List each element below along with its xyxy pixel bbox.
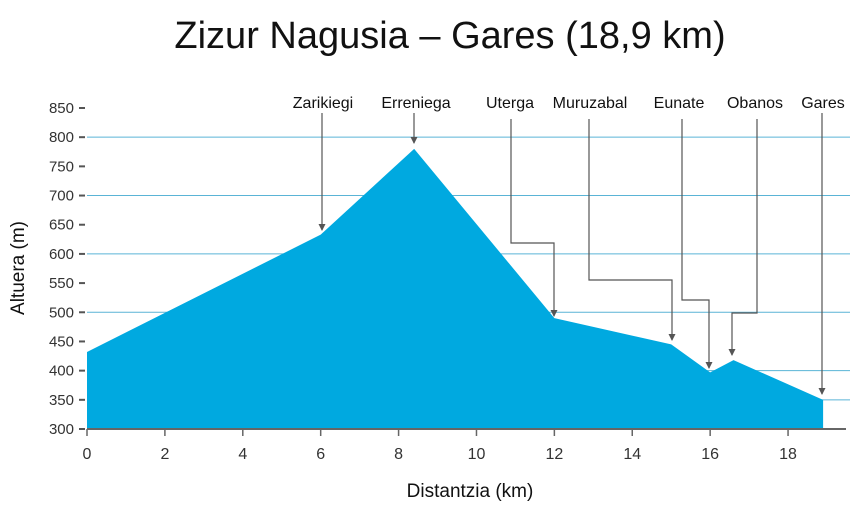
leader-line [510, 119, 555, 316]
chart-title: Zizur Nagusia – Gares (18,9 km) [174, 15, 725, 57]
y-tick-label: 400 [49, 363, 74, 380]
x-tick-label: 2 [160, 446, 169, 463]
x-tick-label: 8 [394, 446, 403, 463]
y-tick-label: 700 [49, 188, 74, 205]
y-tick-label: 650 [49, 217, 74, 234]
x-tick-label: 10 [468, 446, 486, 463]
x-tick-label: 18 [779, 446, 797, 463]
y-tick-label: 850 [49, 100, 74, 117]
axes: 300 350 400 450 500 550 600 650 700 750 800 850 0 2 4 6… [49, 100, 846, 463]
elevation-profile [87, 148, 824, 429]
y-tick-label: 300 [49, 421, 74, 438]
place-label-zarikiegi: Zarikiegi [293, 95, 353, 112]
leader-line [731, 119, 758, 355]
leader-arrow [550, 310, 558, 317]
x-tick-label: 6 [316, 446, 325, 463]
place-label-gares: Gares [801, 95, 845, 112]
place-label-muruzabal: Muruzabal [553, 95, 628, 112]
y-tick-label: 450 [49, 333, 74, 350]
leader-arrow [818, 388, 826, 395]
y-axis-label: Altuera (m) [8, 221, 29, 315]
x-axis-label: Distantzia (km) [407, 481, 534, 502]
leader-arrow [410, 137, 418, 144]
place-labels: Zarikiegi Erreniega Uterga Muruzabal Eunate O… [293, 95, 845, 395]
y-tick-label: 800 [49, 129, 74, 146]
x-tick-label: 4 [238, 446, 247, 463]
x-tick-label: 16 [701, 446, 719, 463]
leader-line [588, 119, 673, 340]
y-tick-label: 350 [49, 392, 74, 409]
place-label-erreniega: Erreniega [381, 95, 450, 112]
x-tick-label: 0 [83, 446, 92, 463]
leader-arrow [318, 224, 326, 231]
place-label-obanos: Obanos [727, 95, 783, 112]
leader-arrow [705, 362, 713, 369]
elevation-area [87, 148, 824, 429]
y-tick-label: 550 [49, 275, 74, 292]
y-tick-label: 500 [49, 304, 74, 321]
leader-arrow [728, 349, 736, 356]
leader-arrow [668, 334, 676, 341]
leader-line [681, 119, 710, 368]
x-tick-label: 12 [545, 446, 563, 463]
y-tick-label: 750 [49, 158, 74, 175]
y-tick-label: 600 [49, 246, 74, 263]
place-label-eunate: Eunate [654, 95, 705, 112]
x-tick-label: 14 [623, 446, 641, 463]
place-label-uterga: Uterga [486, 95, 534, 112]
